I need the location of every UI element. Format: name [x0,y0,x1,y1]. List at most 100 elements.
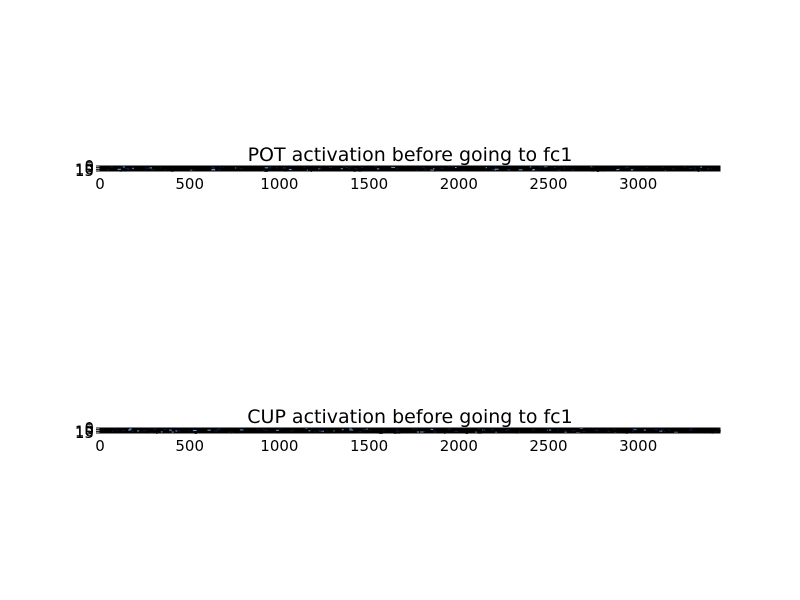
heatmap-cell [211,167,215,169]
heatmap-cell [164,169,167,171]
heatmap-cell [564,431,567,433]
heatmap-cell [106,169,109,171]
heatmap-cell [193,169,196,171]
heatmap-cell [239,429,244,431]
heatmap-cell [174,429,177,431]
heatmap-cell [160,431,163,433]
heatmap-cell [120,166,122,168]
heatmap-cell [643,429,646,431]
heatmap-cell [383,430,385,432]
heatmap-cell [627,166,630,168]
heatmap-cell [450,166,454,168]
heatmap-cell [177,430,181,432]
heatmap-cell [345,166,348,168]
heatmap-cell [661,166,664,168]
heatmap-cell [494,168,499,170]
heatmap-cell [376,168,380,170]
heatmap-cell [321,430,323,432]
heatmap-cell [432,429,435,431]
x-tick-label: 1500 [350,175,388,193]
heatmap-cell [358,431,362,433]
heatmap-cell [132,167,134,169]
heatmap-cell [129,428,132,430]
heatmap-cell [213,430,218,432]
heatmap-cell [645,166,648,168]
heatmap-cell [416,428,418,430]
heatmap-cell [667,429,671,431]
heatmap-cell [207,429,211,431]
heatmap-cell [506,169,511,171]
heatmap-cell [169,430,173,432]
x-axis-ticks: 0 500 1000 1500 2000 2500 3000 [95,167,657,193]
heatmap-cell [495,431,498,433]
heatmap-cell [306,169,309,171]
heatmap-cell [693,167,696,169]
heatmap-cell [137,430,140,432]
x-axis-ticks: 0 500 1000 1500 2000 2500 3000 [95,429,657,455]
heatmap-cell [290,430,293,432]
heatmap-cell [235,167,237,169]
heatmap-cell [539,169,541,170]
heatmap-cell [430,169,435,171]
heatmap-cell [269,167,272,169]
heatmap-cell [373,166,378,168]
heatmap-cell [122,430,125,432]
heatmap-cell [635,429,639,431]
heatmap-cell [282,167,286,169]
heatmap-cell [329,166,333,168]
heatmap-cell [424,168,427,170]
heatmap-image [100,428,720,433]
x-tick-label: 2000 [440,175,478,193]
heatmap-cell [160,167,162,169]
heatmap-cell [319,166,322,168]
heatmap-cell [483,429,485,431]
heatmap-cell [707,168,710,170]
heatmap-cell [591,166,595,168]
heatmap-cell [455,167,457,168]
heatmap-cell [222,167,224,168]
chart-panel-cup: CUP activation before going to fc1 0 500 1… [75,406,721,455]
heatmap-cell [228,431,233,433]
heatmap-cell [624,167,629,169]
heatmap-cell [491,169,496,171]
x-tick-label: 3000 [619,437,657,455]
heatmap-cell [616,169,620,171]
heatmap-cell [485,167,487,169]
heatmap-cell [447,428,451,430]
heatmap-cell [415,169,418,171]
heatmap-cell [130,429,133,431]
heatmap-cell [395,168,399,170]
heatmap-cell [288,169,292,170]
heatmap-cell [211,168,215,170]
heatmap-cell [153,428,157,430]
heatmap-cell [256,428,259,430]
heatmap-cell [420,431,424,433]
y-tick-label: 15 [75,424,94,442]
heatmap-cell [506,429,510,431]
heatmap-cell [391,166,396,168]
heatmap-cell [123,166,125,168]
heatmap-cell [700,166,702,168]
heatmap-cell [422,166,425,168]
heatmap-cell [211,166,214,168]
x-tick-label: 0 [95,175,105,193]
heatmap-cell [163,428,167,430]
x-tick-label: 1500 [350,437,388,455]
heatmap-cell [366,428,368,430]
heatmap-cell [532,169,535,170]
heatmap-cell [128,429,131,431]
heatmap-cell [116,430,118,431]
heatmap-cell [360,166,364,168]
heatmap-cell [112,430,114,432]
heatmap-cell [662,429,665,431]
heatmap-cell [217,169,221,171]
heatmap-cell [341,429,344,431]
heatmap-cell [333,430,335,432]
heatmap-cell [433,168,435,170]
heatmap-cell [314,431,317,433]
heatmap-cell [538,166,541,168]
heatmap-cell [171,431,174,433]
heatmap-cell [308,430,311,432]
heatmap-cell [398,430,400,432]
